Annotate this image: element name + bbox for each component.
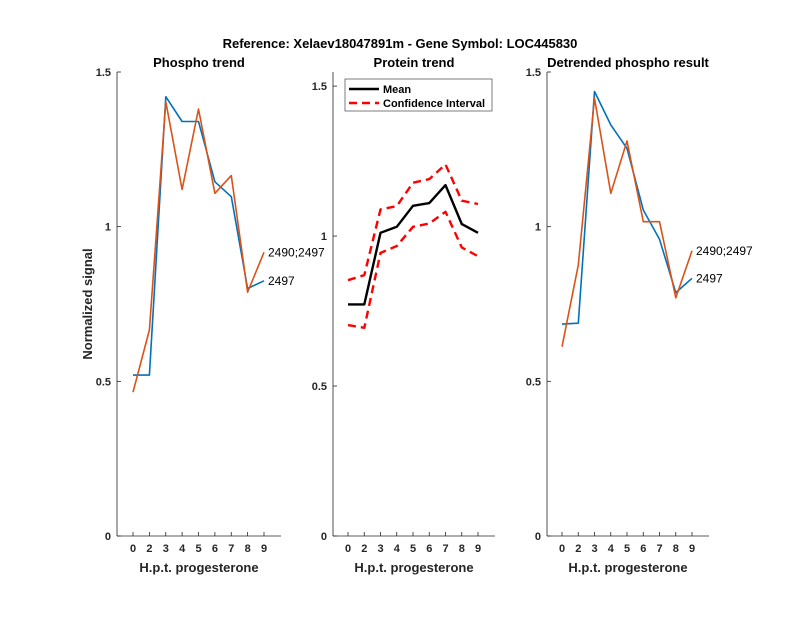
series-end-label: 2497 [696, 271, 723, 285]
legend-label-ci: Confidence Interval [383, 98, 485, 110]
subplot-title: Phospho trend [153, 55, 245, 70]
series-line [348, 183, 479, 306]
x-tick-label: 2 [146, 543, 152, 555]
series-end-label: 2490;2497 [268, 245, 325, 259]
x-tick-label: 0 [345, 543, 351, 555]
legend: Mean Confidence Interval [344, 78, 493, 112]
x-tick-label: 9 [475, 543, 481, 555]
x-tick-label: 4 [608, 543, 615, 555]
x-tick-label: 3 [591, 543, 597, 555]
y-tick-label: 0 [105, 531, 111, 543]
x-tick-label: 0 [130, 543, 136, 555]
x-tick-label: 3 [377, 543, 383, 555]
x-tick-label: 6 [426, 543, 432, 555]
x-tick-label: 8 [673, 543, 679, 555]
x-tick-label: 9 [689, 543, 695, 555]
x-tick-label: 6 [640, 543, 646, 555]
x-tick-label: 4 [179, 543, 186, 555]
y-tick-label: 0.5 [312, 381, 327, 393]
x-tick-label: 7 [442, 543, 448, 555]
y-tick-label: 1.5 [96, 67, 111, 79]
figure-title: Reference: Xelaev18047891m - Gene Symbol… [223, 36, 578, 51]
y-axis-label: Normalized signal [80, 248, 95, 359]
x-tick-label: 7 [656, 543, 662, 555]
series-line [133, 95, 265, 376]
x-axis-label: H.p.t. progesterone [568, 560, 687, 575]
y-tick-label: 0 [535, 531, 541, 543]
x-tick-label: 5 [410, 543, 416, 555]
series-line [561, 90, 693, 325]
y-tick-label: 0 [321, 531, 327, 543]
series-line [132, 100, 265, 393]
x-tick-label: 0 [559, 543, 565, 555]
y-tick-label: 1 [535, 222, 541, 234]
x-tick-label: 8 [459, 543, 465, 555]
y-tick-label: 1 [105, 222, 111, 234]
x-tick-label: 2 [575, 543, 581, 555]
x-tick-label: 5 [624, 543, 630, 555]
subplot-title: Detrended phospho result [547, 55, 709, 70]
series-line [347, 210, 479, 329]
y-tick-label: 0.5 [96, 376, 111, 388]
y-tick-label: 0.5 [526, 376, 541, 388]
series-end-label: 2497 [268, 274, 295, 288]
subplot-title: Protein trend [374, 55, 455, 70]
x-axis-label: H.p.t. progesterone [354, 560, 473, 575]
series-line [561, 97, 693, 347]
x-tick-label: 2 [361, 543, 367, 555]
x-tick-label: 9 [261, 543, 267, 555]
x-tick-label: 6 [212, 543, 218, 555]
x-axis-label: H.p.t. progesterone [139, 560, 258, 575]
y-tick-label: 1 [321, 231, 327, 243]
x-tick-label: 3 [163, 543, 169, 555]
series-line [347, 163, 479, 282]
legend-box [344, 78, 493, 112]
y-tick-label: 1.5 [526, 67, 541, 79]
y-tick-label: 1.5 [312, 81, 327, 93]
x-tick-label: 7 [228, 543, 234, 555]
x-tick-label: 4 [394, 543, 401, 555]
series-end-label: 2490;2497 [696, 244, 753, 258]
x-tick-label: 5 [195, 543, 201, 555]
legend-label-mean: Mean [383, 84, 411, 96]
x-tick-label: 8 [245, 543, 251, 555]
